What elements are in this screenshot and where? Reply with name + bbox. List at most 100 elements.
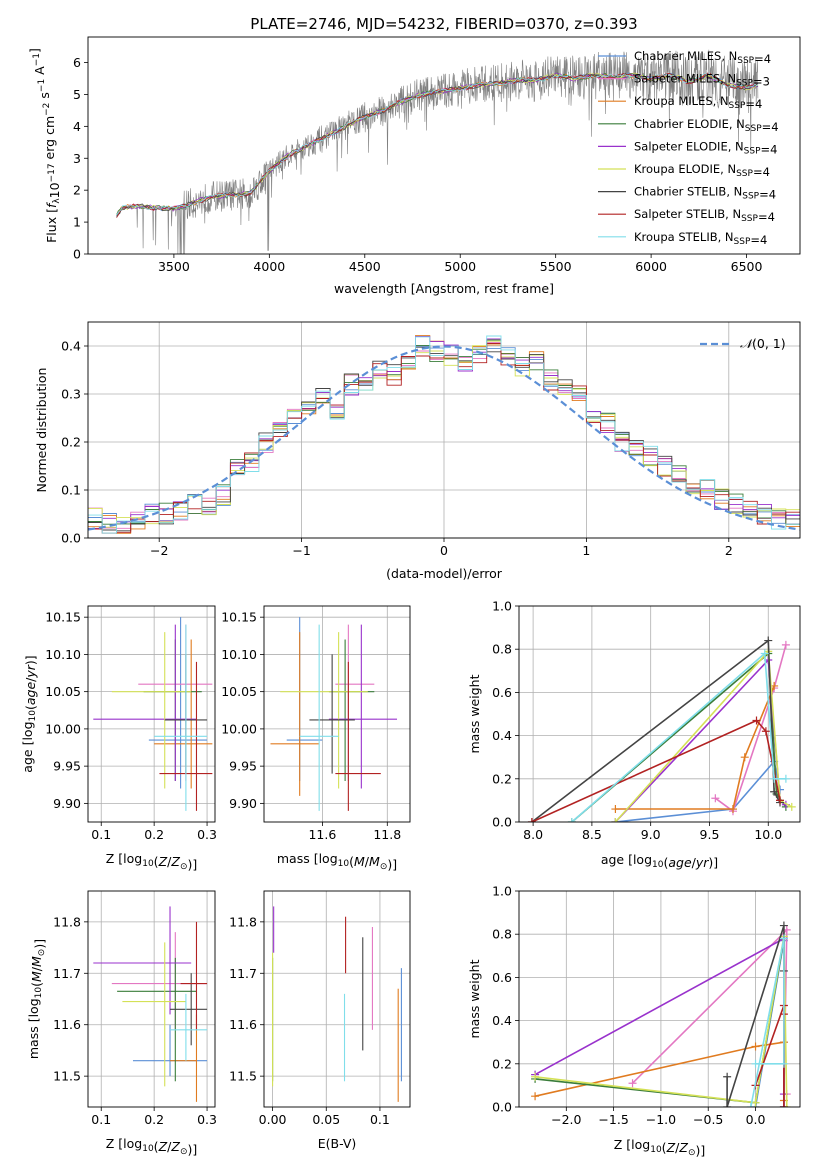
axes-frame	[263, 890, 411, 1108]
x-tick-label: −2.0	[551, 1112, 581, 1127]
observed-spectrum-line	[116, 49, 759, 254]
y-tick-label: 11.8	[229, 914, 257, 929]
y-tick-label: 10.00	[45, 721, 81, 736]
x-axis-label: Z [log10(Z/Z⊙)]	[106, 1136, 198, 1157]
plus-marker	[764, 636, 773, 645]
plot-area	[93, 906, 208, 1102]
legend-entry: Salpeter MILES, NSSP=3	[634, 72, 770, 89]
chart-mass-weight-vs-age: 8.0 8.5 9.0 9.5 10.0 0.0 0.2 0.4 0.6 0.8 1.0 age [l…	[467, 599, 801, 870]
axes-frame	[87, 321, 801, 539]
y-tick-label: 0.0	[492, 815, 512, 830]
chart-mass-weight-vs-z: −2.0 −1.5 −1.0 −0.5 0.0 0.0 0.2 0.4 0.6 0.8 1.0 Z […	[467, 884, 801, 1158]
plus-marker	[740, 753, 749, 762]
x-tick-label: −1.5	[598, 1112, 628, 1127]
mass-weight-line	[714, 644, 787, 813]
plus-marker	[770, 774, 779, 783]
y-tick-label: 0.2	[492, 771, 512, 786]
x-tick-label: 10.0	[754, 827, 782, 842]
x-tick-label: 9.5	[700, 827, 720, 842]
plus-marker	[751, 1059, 760, 1068]
y-tick-label: 0.4	[492, 1013, 512, 1028]
plus-marker	[711, 794, 720, 803]
x-axis-label: (data-model)/error	[386, 566, 503, 581]
y-tick-label: 2	[73, 183, 81, 198]
y-tick-label: 11.5	[229, 1069, 257, 1084]
plus-marker	[779, 934, 788, 943]
x-axis-label: Z [log10(Z/Z⊙)]	[614, 1137, 706, 1158]
plus-marker	[782, 1103, 791, 1107]
legend-entry: Kroupa STELIB, NSSP=4	[634, 230, 767, 247]
y-tick-label: 10.00	[221, 721, 257, 736]
plus-marker	[770, 787, 779, 796]
x-tick-label: −1.0	[646, 1112, 676, 1127]
x-tick-label: 0.1	[91, 827, 111, 842]
x-axis-label: age [log10(age/yr)]	[601, 852, 718, 870]
plot-area	[270, 617, 398, 811]
y-tick-label: 3	[73, 151, 81, 166]
x-tick-label: 4000	[253, 259, 285, 274]
plus-marker	[760, 649, 769, 658]
x-tick-label: 0.0	[746, 1112, 766, 1127]
plus-marker	[728, 805, 737, 814]
gaussian-reference-curve	[88, 345, 800, 531]
legend-entry: Chabrier MILES, NSSP=4	[634, 49, 771, 66]
mass-weight-line	[571, 651, 787, 822]
mass-weight-line	[571, 651, 786, 822]
plus-marker	[779, 1059, 788, 1068]
chart-age-vs-mass: 11.6 11.8 9.90 9.95 10.00 10.05 10.10 10.15 mass…	[221, 605, 411, 872]
y-tick-label: 1	[73, 215, 81, 230]
x-tick-label: 0.3	[197, 827, 217, 842]
y-tick-label: 10.05	[45, 684, 81, 699]
y-tick-label: 11.7	[53, 966, 81, 981]
y-tick-label: 10.10	[221, 647, 257, 662]
y-tick-label: 11.8	[53, 914, 81, 929]
x-tick-label: 6500	[731, 259, 763, 274]
x-tick-label: 3500	[158, 259, 190, 274]
x-tick-label: 0.2	[144, 1112, 164, 1127]
y-axis-label: mass [log10(M/M⊙)]	[26, 939, 47, 1059]
plus-marker	[781, 640, 790, 649]
plus-marker	[628, 1079, 637, 1088]
legend-entry: Kroupa ELODIE, NSSP=4	[634, 162, 770, 179]
axes-frame	[87, 36, 801, 255]
y-axis-label: age [log10(age/yr)]	[20, 655, 38, 772]
chart-age-vs-z: 0.1 0.2 0.3 9.90 9.95 10.00 10.05 10.10 10.15 Z […	[20, 605, 217, 872]
x-tick-label: 11.8	[373, 827, 401, 842]
y-tick-label: 1.0	[492, 884, 512, 899]
legend-entry: Chabrier ELODIE, NSSP=4	[634, 117, 779, 134]
x-tick-label: 1	[582, 543, 590, 558]
axes-frame	[263, 605, 411, 823]
y-tick-label: 11.6	[53, 1017, 81, 1032]
y-tick-label: 0.0	[492, 1100, 512, 1115]
x-tick-label: 0.1	[370, 1112, 390, 1127]
plot-area	[531, 921, 791, 1107]
y-tick-label: 1.0	[492, 599, 512, 614]
mass-weight-line	[531, 639, 781, 822]
x-tick-label: 0.3	[197, 1112, 217, 1127]
y-tick-label: 0.0	[61, 531, 81, 546]
plus-marker	[761, 727, 770, 736]
mass-weight-line	[535, 936, 788, 1107]
plus-marker	[751, 1042, 760, 1051]
x-axis-label: mass [log10(M/M⊙)]	[277, 851, 397, 872]
plus-marker	[611, 805, 620, 814]
plus-marker	[723, 1103, 732, 1107]
y-tick-label: 9.90	[229, 796, 257, 811]
chart-title: PLATE=2746, MJD=54232, FIBERID=0370, z=0…	[250, 15, 637, 33]
y-tick-label: 0	[73, 247, 81, 262]
chart-mass-vs-ebv: 0.00 0.05 0.1 11.5 11.6 11.7 11.8 E(B-V)	[229, 890, 411, 1151]
y-tick-label: 10.15	[45, 610, 81, 625]
x-axis-label: wavelength [Angstrom, rest frame]	[334, 281, 554, 296]
x-tick-label: 5000	[444, 259, 476, 274]
plus-marker	[611, 818, 620, 822]
plot-area	[93, 617, 213, 811]
plus-marker	[781, 774, 790, 783]
x-tick-label: 4500	[349, 259, 381, 274]
x-axis-label: Z [log10(Z/Z⊙)]	[106, 851, 198, 872]
chart-spectrum: 3500 4000 4500 5000 5500 6000 6500 0 1 2 3 4 5 6 wavel…	[27, 15, 801, 296]
x-tick-label: 5500	[540, 259, 572, 274]
y-tick-label: 11.6	[229, 1017, 257, 1032]
plus-marker	[746, 1103, 755, 1107]
x-tick-label: 0	[440, 543, 448, 558]
